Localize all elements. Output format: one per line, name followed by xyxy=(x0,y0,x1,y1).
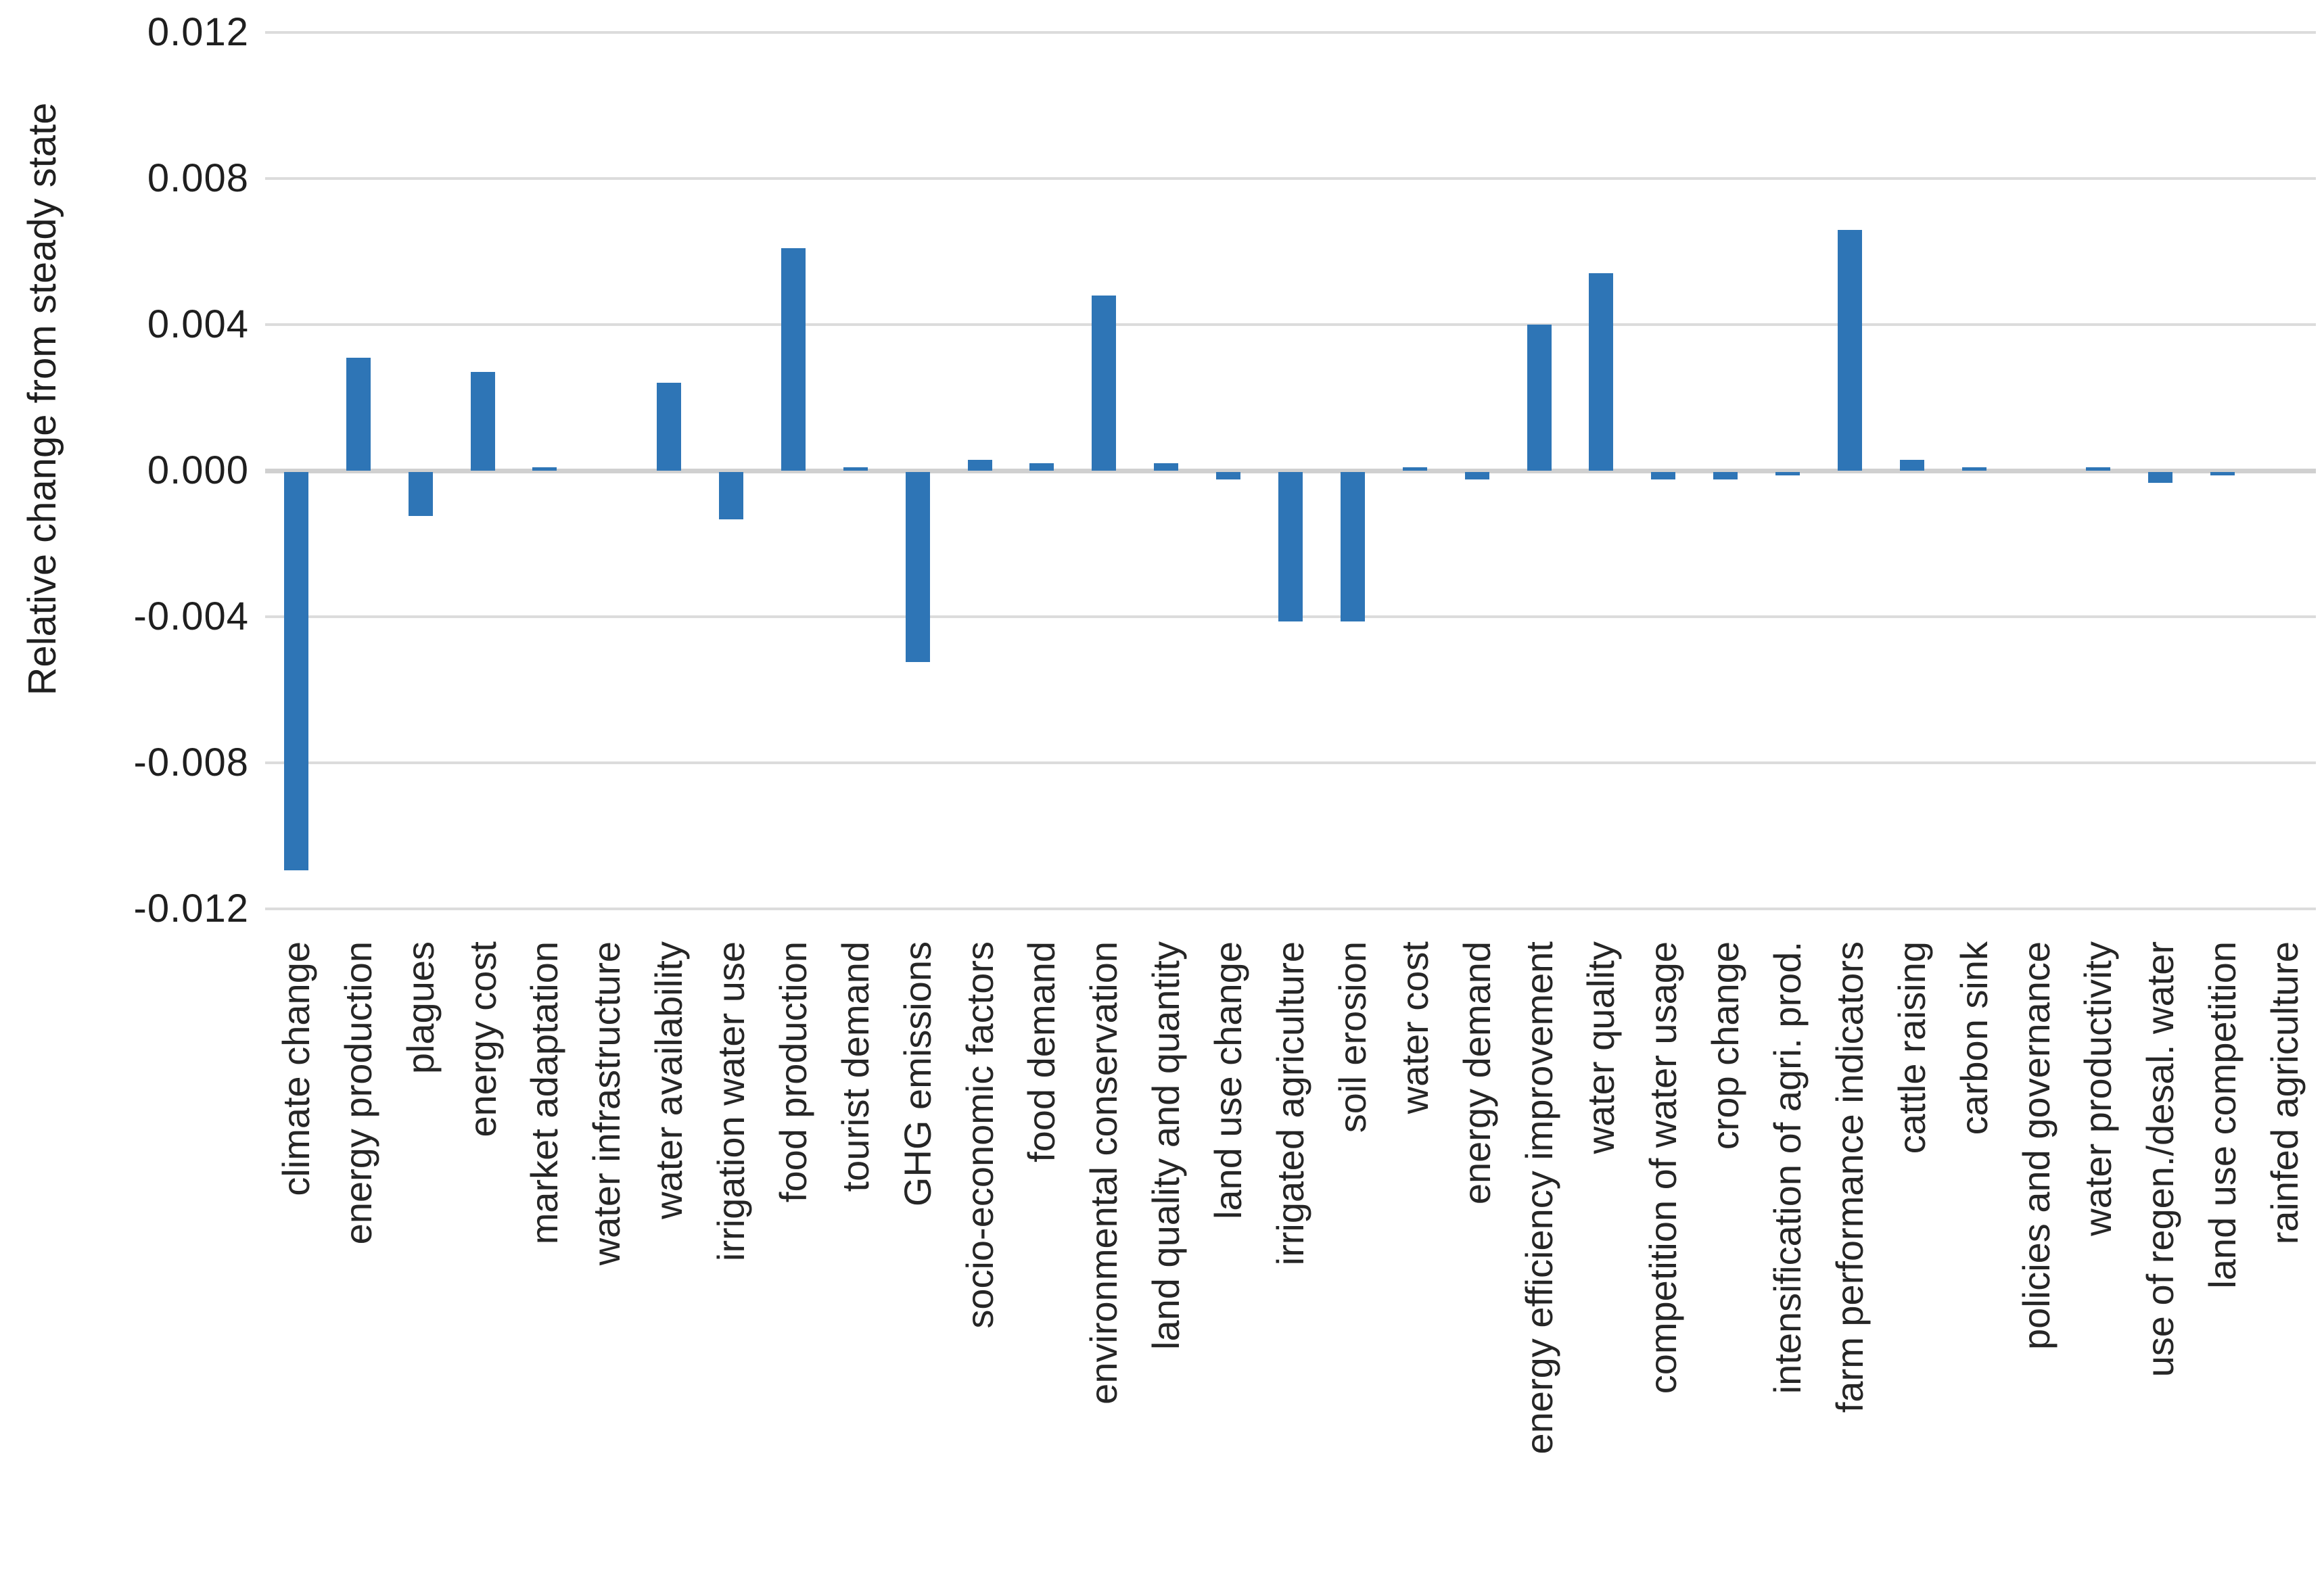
y-tick-label--0.012: -0.012 xyxy=(133,887,249,931)
x-label-plagues: plagues xyxy=(398,941,442,1075)
x-label-soil-erosion: soil erosion xyxy=(1330,941,1374,1133)
y-tick-label-0.000: 0.000 xyxy=(147,448,249,492)
bar-ghg-emissions xyxy=(905,472,930,662)
x-label-crop-change: crop change xyxy=(1704,941,1747,1150)
x-label-land-use-change: land use change xyxy=(1207,941,1250,1220)
bar-intensification-of-agri-prod xyxy=(1775,472,1800,476)
bar-environmental-conservation xyxy=(1092,295,1117,471)
x-label-rainfed-agriculture: rainfed agriculture xyxy=(2263,941,2306,1245)
bar-market-adaptation xyxy=(532,467,557,471)
bar-tourist-demand xyxy=(843,467,868,471)
bar-energy-production xyxy=(346,357,371,471)
x-label-farm-performance-indicators: farm performance indicators xyxy=(1828,941,1871,1413)
bar-water-quality xyxy=(1589,273,1614,471)
x-label-food-production: food production xyxy=(771,941,814,1203)
bar-energy-efficiency-improvement xyxy=(1527,325,1552,471)
x-label-water-cost: water cost xyxy=(1393,941,1436,1114)
x-label-energy-production: energy production xyxy=(336,941,379,1245)
x-label-water-infrastructure: water infrastructure xyxy=(585,941,628,1266)
y-tick-label-0.008: 0.008 xyxy=(147,156,249,200)
bar-irrigated-agriculture xyxy=(1278,472,1303,622)
x-label-energy-demand: energy demand xyxy=(1455,941,1498,1205)
bar-crop-change xyxy=(1713,472,1738,479)
x-label-cattle-raising: cattle raising xyxy=(1890,941,1933,1154)
x-label-climate-change: climate change xyxy=(274,941,317,1196)
x-label-water-availability: water availability xyxy=(647,941,691,1219)
bar-water-productivity xyxy=(2086,467,2111,471)
zero-axis-line xyxy=(265,468,2316,473)
x-label-food-demand: food demand xyxy=(1020,941,1063,1162)
x-label-policies-and-governance: policies and governance xyxy=(2014,941,2058,1350)
y-tick-label--0.004: -0.004 xyxy=(133,594,249,638)
bar-land-use-change xyxy=(1216,472,1241,479)
x-label-environmental-conservation: environmental conservation xyxy=(1082,941,1125,1405)
x-label-irrigation-water-use: irrigation water use xyxy=(710,941,753,1262)
gridline-y-0.004 xyxy=(265,323,2316,326)
bar-farm-performance-indicators xyxy=(1837,229,1862,471)
x-label-ghg-emissions: GHG emissions xyxy=(896,941,939,1207)
bar-energy-cost xyxy=(470,372,495,471)
bar-food-demand xyxy=(1029,463,1054,471)
y-tick-label-0.012: 0.012 xyxy=(147,10,249,54)
y-axis-title: Relative change from steady state xyxy=(20,102,64,696)
x-label-socio-economic-factors: socio-economic factors xyxy=(958,941,1001,1329)
bar-energy-demand xyxy=(1464,472,1489,479)
x-label-intensification-of-agri-prod: intensification of agri. prod. xyxy=(1766,941,1809,1394)
x-label-tourist-demand: tourist demand xyxy=(833,941,877,1192)
bar-land-quality-and-quantity xyxy=(1154,463,1179,471)
y-tick-label--0.008: -0.008 xyxy=(133,740,249,784)
x-label-market-adaptation: market adaptation xyxy=(523,941,566,1245)
gridline-y--0.012 xyxy=(265,908,2316,910)
bar-socio-economic-factors xyxy=(967,459,992,471)
gridline-y--0.008 xyxy=(265,761,2316,764)
bar-water-availability xyxy=(657,383,682,471)
bar-water-cost xyxy=(1402,467,1427,471)
bar-climate-change xyxy=(283,472,308,870)
x-label-water-productivity: water productivity xyxy=(2076,941,2120,1236)
bar-soil-erosion xyxy=(1340,472,1365,622)
x-label-energy-cost: energy cost xyxy=(461,941,504,1137)
x-label-competition-of-water-usage: competition of water usage xyxy=(1642,941,1685,1394)
x-label-water-quality: water quality xyxy=(1579,941,1623,1154)
bar-food-production xyxy=(781,248,806,471)
gridline-y-0.008 xyxy=(265,177,2316,180)
x-label-land-use-competition: land use competition xyxy=(2201,941,2244,1289)
bar-cattle-raising xyxy=(1899,459,1924,471)
x-label-land-quality-and-quantity: land quality and quantity xyxy=(1144,941,1188,1350)
y-tick-label-0.004: 0.004 xyxy=(147,302,249,346)
bar-irrigation-water-use xyxy=(719,472,744,520)
x-label-use-of-regen-desal-water: use of regen./desal. water xyxy=(2139,941,2182,1378)
x-label-energy-efficiency-improvement: energy efficiency improvement xyxy=(1517,941,1560,1455)
bar-plagues xyxy=(408,472,433,516)
bar-carbon-sink xyxy=(1961,467,1986,471)
bar-land-use-competition xyxy=(2210,472,2235,476)
x-label-irrigated-agriculture: irrigated agriculture xyxy=(1269,941,1311,1266)
bar-competition-of-water-usage xyxy=(1651,472,1676,479)
gridline-y-0.012 xyxy=(265,31,2316,34)
x-label-carbon-sink: carbon sink xyxy=(1952,941,1995,1135)
bar-use-of-regen-desal-water xyxy=(2148,472,2173,484)
